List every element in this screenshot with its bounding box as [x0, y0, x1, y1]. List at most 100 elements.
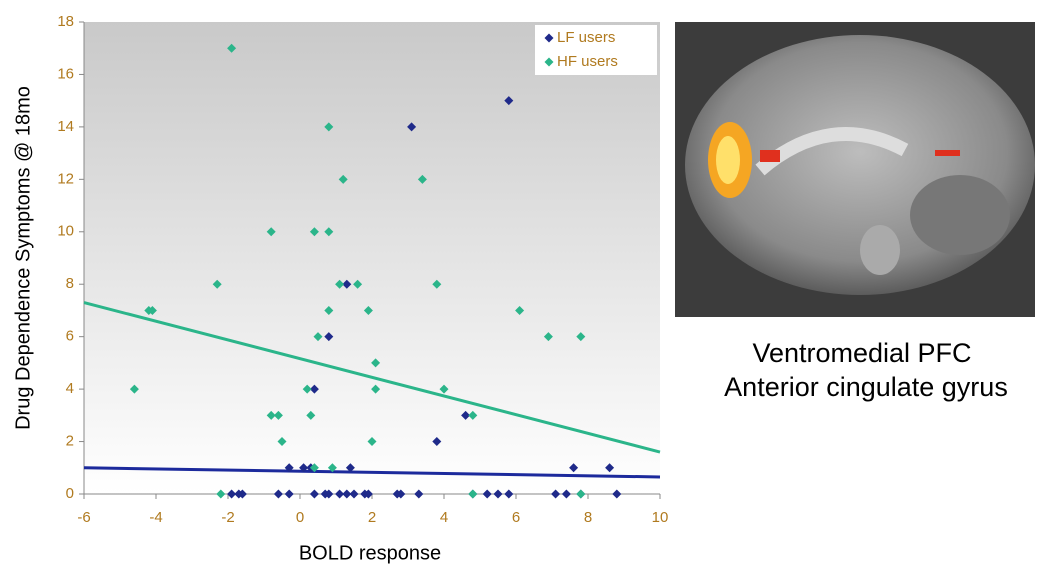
- point: [432, 437, 442, 447]
- legend-label: HF users: [557, 53, 618, 70]
- legend-marker: [544, 33, 554, 43]
- point: [306, 410, 316, 420]
- y-tick-label: 4: [66, 380, 74, 397]
- point: [576, 489, 586, 499]
- point: [349, 489, 359, 499]
- point: [324, 227, 334, 237]
- point: [266, 227, 276, 237]
- point: [461, 410, 471, 420]
- x-tick-label: -4: [149, 509, 162, 526]
- point: [367, 437, 377, 447]
- x-tick-label: 0: [296, 509, 304, 526]
- point: [216, 489, 226, 499]
- trend-line: [83, 301, 661, 454]
- x-tick-label: 10: [652, 509, 669, 526]
- point: [504, 489, 514, 499]
- point: [493, 489, 503, 499]
- point: [439, 384, 449, 394]
- point: [414, 489, 424, 499]
- y-tick-label: 0: [66, 485, 74, 502]
- point: [342, 489, 352, 499]
- point: [612, 489, 622, 499]
- point: [371, 384, 381, 394]
- point: [605, 463, 615, 473]
- point: [284, 463, 294, 473]
- point: [324, 122, 334, 132]
- point: [515, 305, 525, 315]
- caption-line: Ventromedial PFC: [752, 338, 971, 368]
- point: [338, 174, 348, 184]
- chart: 0 2 4 6 8 10 12 14 16 18 -6 -4 -2 0 2 4 6 8 10 LF users HF u…: [57, 13, 668, 526]
- x-tick-label: 4: [440, 509, 448, 526]
- point: [551, 489, 561, 499]
- point: [284, 489, 294, 499]
- y-tick-label: 10: [57, 223, 74, 240]
- point: [396, 489, 406, 499]
- caption-line: Anterior cingulate gyrus: [724, 372, 1008, 402]
- point: [324, 305, 334, 315]
- point: [309, 489, 319, 499]
- point: [324, 489, 334, 499]
- point: [371, 358, 381, 368]
- point: [212, 279, 222, 289]
- y-tick-label: 2: [66, 433, 74, 450]
- point: [576, 332, 586, 342]
- point: [569, 463, 579, 473]
- point: [324, 332, 334, 342]
- point: [327, 463, 337, 473]
- point: [309, 463, 319, 473]
- y-tick-label: 8: [66, 275, 74, 292]
- trend-line: [83, 466, 661, 479]
- point: [482, 489, 492, 499]
- point: [468, 489, 478, 499]
- point: [299, 463, 309, 473]
- point: [543, 332, 553, 342]
- legend-box: [535, 25, 657, 75]
- y-tick-label: 16: [57, 65, 74, 82]
- point: [432, 279, 442, 289]
- x-axis-label: BOLD response: [299, 542, 441, 564]
- y-tick-label: 18: [57, 13, 74, 30]
- point: [309, 227, 319, 237]
- plot-area: [84, 22, 660, 494]
- x-tick-label: -2: [221, 509, 234, 526]
- point: [227, 43, 237, 53]
- y-tick-label: 6: [66, 328, 74, 345]
- point: [345, 463, 355, 473]
- point: [407, 122, 417, 132]
- point: [227, 489, 237, 499]
- cerebellum: [910, 175, 1010, 255]
- activation-core: [716, 136, 740, 184]
- point: [302, 384, 312, 394]
- point: [363, 489, 373, 499]
- activation-small: [935, 150, 960, 156]
- x-tick-label: 6: [512, 509, 520, 526]
- point: [129, 384, 139, 394]
- point: [363, 305, 373, 315]
- mri-image: [675, 22, 1035, 317]
- legend-marker: [544, 57, 554, 67]
- point: [147, 305, 157, 315]
- point: [266, 410, 276, 420]
- point: [277, 437, 287, 447]
- point: [273, 489, 283, 499]
- x-tick-label: -6: [77, 509, 90, 526]
- y-tick-label: 12: [57, 170, 74, 187]
- activation-red: [760, 150, 780, 162]
- point: [309, 384, 319, 394]
- point: [504, 96, 514, 106]
- point: [273, 410, 283, 420]
- brainstem: [860, 225, 900, 275]
- point: [335, 279, 345, 289]
- legend-label: LF users: [557, 29, 615, 46]
- point: [561, 489, 571, 499]
- point: [313, 332, 323, 342]
- y-axis-label: Drug Dependence Symptoms @ 18mo: [12, 86, 34, 430]
- point: [237, 489, 247, 499]
- y-tick-label: 14: [57, 118, 74, 135]
- x-tick-label: 8: [584, 509, 592, 526]
- point: [335, 489, 345, 499]
- point: [342, 279, 352, 289]
